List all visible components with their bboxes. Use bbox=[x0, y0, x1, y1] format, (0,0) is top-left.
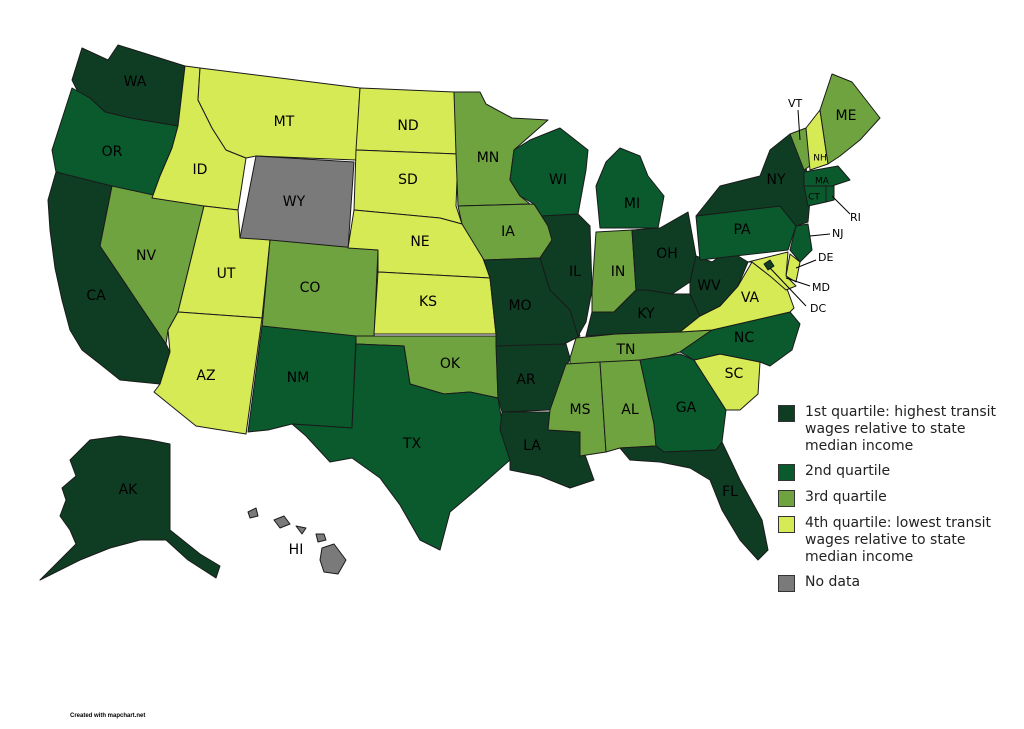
legend-swatch-q1 bbox=[778, 405, 795, 422]
label-MN: MN bbox=[477, 150, 500, 166]
legend-label-q3: 3rd quartile bbox=[805, 489, 887, 505]
legend-item-q2: 2nd quartile bbox=[778, 463, 1013, 481]
legend-swatch-q4 bbox=[778, 516, 795, 533]
label-AK: AK bbox=[119, 482, 139, 498]
legend: 1st quartile: highest transit wages rela… bbox=[778, 404, 1013, 600]
label-WI: WI bbox=[549, 172, 567, 188]
label-CA: CA bbox=[86, 288, 106, 304]
label-DE: DE bbox=[818, 251, 833, 264]
state-AK[interactable] bbox=[39, 435, 221, 581]
label-NM: NM bbox=[287, 370, 310, 386]
legend-item-q4: 4th quartile: lowest transit wages relat… bbox=[778, 515, 1013, 566]
state-MD[interactable] bbox=[747, 251, 797, 291]
label-SC: SC bbox=[725, 366, 744, 382]
label-OR: OR bbox=[102, 144, 123, 160]
leader-MD bbox=[785, 277, 811, 287]
state-HI[interactable] bbox=[247, 507, 347, 575]
label-WA: WA bbox=[124, 74, 147, 90]
legend-swatch-nodata bbox=[778, 575, 795, 592]
label-KS: KS bbox=[419, 294, 437, 310]
legend-label-nodata: No data bbox=[805, 574, 861, 590]
legend-item-nodata: No data bbox=[778, 574, 1013, 592]
label-CO: CO bbox=[300, 280, 321, 296]
state-RI[interactable] bbox=[825, 185, 835, 203]
label-VT: VT bbox=[788, 97, 803, 110]
label-TN: TN bbox=[615, 342, 635, 358]
label-NH: NH bbox=[813, 154, 827, 164]
state-MA[interactable] bbox=[803, 165, 851, 187]
leader-VT bbox=[797, 109, 801, 141]
legend-item-q3: 3rd quartile bbox=[778, 489, 1013, 507]
label-WV: WV bbox=[697, 278, 721, 294]
state-DC[interactable] bbox=[763, 259, 775, 271]
label-MI: MI bbox=[624, 196, 640, 212]
label-ID: ID bbox=[193, 162, 208, 178]
credit-text: Created with mapchart.net bbox=[70, 713, 146, 719]
label-DC: DC bbox=[810, 302, 826, 315]
state-MI[interactable] bbox=[595, 147, 665, 229]
legend-swatch-q2 bbox=[778, 464, 795, 481]
legend-label-q4: 4th quartile: lowest transit wages relat… bbox=[805, 515, 991, 565]
state-TX[interactable] bbox=[291, 343, 511, 551]
label-AL: AL bbox=[621, 402, 639, 418]
legend-swatch-q3 bbox=[778, 490, 795, 507]
label-MT: MT bbox=[274, 114, 295, 130]
label-KY: KY bbox=[637, 306, 655, 322]
label-WY: WY bbox=[283, 194, 306, 210]
label-NY: NY bbox=[766, 172, 785, 188]
label-MO: MO bbox=[508, 298, 531, 314]
label-NJ: NJ bbox=[832, 227, 843, 240]
state-ME[interactable] bbox=[819, 73, 881, 165]
label-VA: VA bbox=[741, 290, 760, 306]
label-MS: MS bbox=[570, 402, 591, 418]
label-IN: IN bbox=[611, 264, 626, 280]
label-ME: ME bbox=[836, 108, 857, 124]
leader-DC bbox=[769, 267, 807, 307]
label-TX: TX bbox=[402, 436, 422, 452]
label-MA: MA bbox=[815, 177, 830, 187]
state-DE[interactable] bbox=[785, 253, 801, 283]
leader-RI bbox=[831, 195, 851, 215]
label-LA: LA bbox=[523, 438, 541, 454]
state-NJ[interactable] bbox=[789, 223, 813, 263]
legend-label-q1: 1st quartile: highest transit wages rela… bbox=[805, 404, 997, 454]
label-HI: HI bbox=[289, 542, 304, 558]
label-AR: AR bbox=[516, 372, 536, 388]
label-IA: IA bbox=[501, 224, 515, 240]
label-GA: GA bbox=[676, 400, 697, 416]
label-NV: NV bbox=[136, 248, 156, 264]
label-OH: OH bbox=[656, 246, 678, 262]
legend-item-q1: 1st quartile: highest transit wages rela… bbox=[778, 404, 1013, 455]
label-ND: ND bbox=[397, 118, 418, 134]
label-CT: CT bbox=[808, 193, 820, 203]
label-IL: IL bbox=[569, 264, 581, 280]
state-IL[interactable] bbox=[539, 213, 593, 337]
label-OK: OK bbox=[440, 356, 461, 372]
state-AZ[interactable] bbox=[153, 311, 263, 435]
state-FL[interactable] bbox=[619, 441, 769, 561]
label-RI: RI bbox=[850, 211, 861, 224]
leader-NJ bbox=[809, 233, 831, 237]
label-PA: PA bbox=[733, 222, 751, 238]
label-FL: FL bbox=[722, 484, 738, 500]
label-MD: MD bbox=[812, 281, 830, 294]
label-UT: UT bbox=[217, 266, 236, 282]
leader-DE bbox=[795, 259, 817, 269]
label-NE: NE bbox=[410, 234, 429, 250]
label-SD: SD bbox=[398, 172, 418, 188]
label-NC: NC bbox=[734, 330, 754, 346]
label-AZ: AZ bbox=[196, 368, 215, 384]
legend-label-q2: 2nd quartile bbox=[805, 463, 891, 479]
